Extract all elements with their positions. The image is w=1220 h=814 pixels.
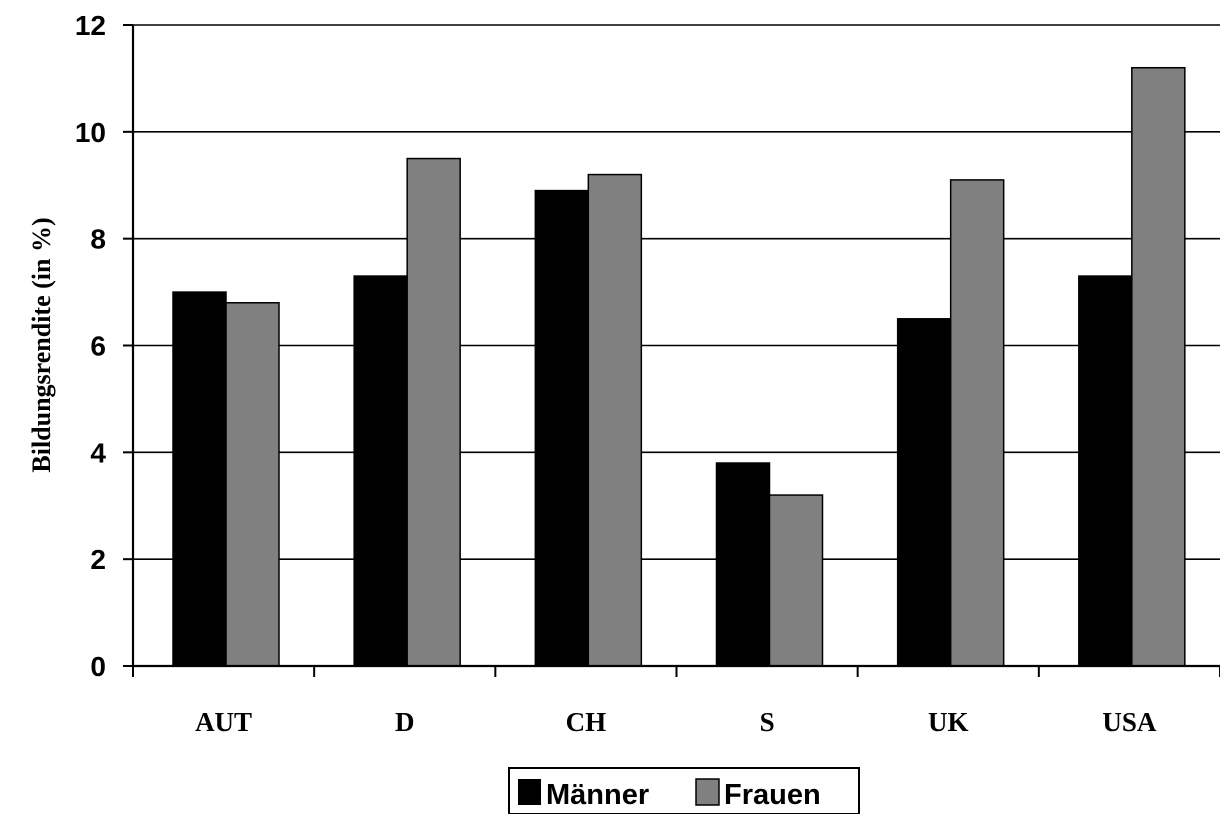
x-tick-label: UK [928, 707, 969, 737]
x-tick-label: USA [1102, 707, 1157, 737]
y-tick-label: 12 [75, 10, 106, 41]
legend-swatch-frauen [695, 778, 720, 806]
bar-frauen-usa [1131, 66, 1186, 667]
bar-frauen-aut [225, 302, 280, 667]
x-tick-label: S [760, 707, 775, 737]
y-tick-label: 0 [90, 651, 106, 682]
bar-maenner-uk [896, 318, 952, 667]
legend-swatch-maenner [518, 779, 541, 805]
bar-maenner-d [353, 275, 408, 667]
legend-label-maenner: Männer [546, 779, 649, 811]
bar-maenner-ch [534, 189, 590, 667]
legend-label-frauen: Frauen [724, 779, 821, 811]
bar-maenner-aut [172, 291, 227, 667]
bar-frauen-ch [587, 173, 643, 667]
bar-frauen-uk [949, 179, 1005, 667]
bar-frauen-d [406, 157, 461, 667]
y-tick-label: 6 [90, 331, 106, 362]
y-tick-label: 4 [90, 437, 106, 468]
x-tick-label: D [395, 707, 415, 737]
x-tick-labels: AUT D CH S UK USA [195, 707, 1157, 737]
x-tick-label: AUT [195, 707, 252, 737]
y-tick-label: 8 [90, 224, 106, 255]
bar-maenner-s [715, 462, 771, 667]
bar-maenner-usa [1078, 275, 1133, 667]
axes [123, 24, 1220, 677]
y-tick-label: 10 [75, 117, 106, 148]
x-tick-label: CH [566, 707, 607, 737]
legend: Männer Frauen [508, 767, 860, 814]
y-axis-label: Bildungsrendite (in %) [27, 217, 56, 472]
bar-frauen-s [768, 494, 824, 667]
y-tick-labels: 0 2 4 6 8 10 12 [75, 10, 107, 682]
grid-lines [133, 24, 1220, 560]
y-tick-label: 2 [90, 544, 106, 575]
bars [172, 66, 1186, 667]
